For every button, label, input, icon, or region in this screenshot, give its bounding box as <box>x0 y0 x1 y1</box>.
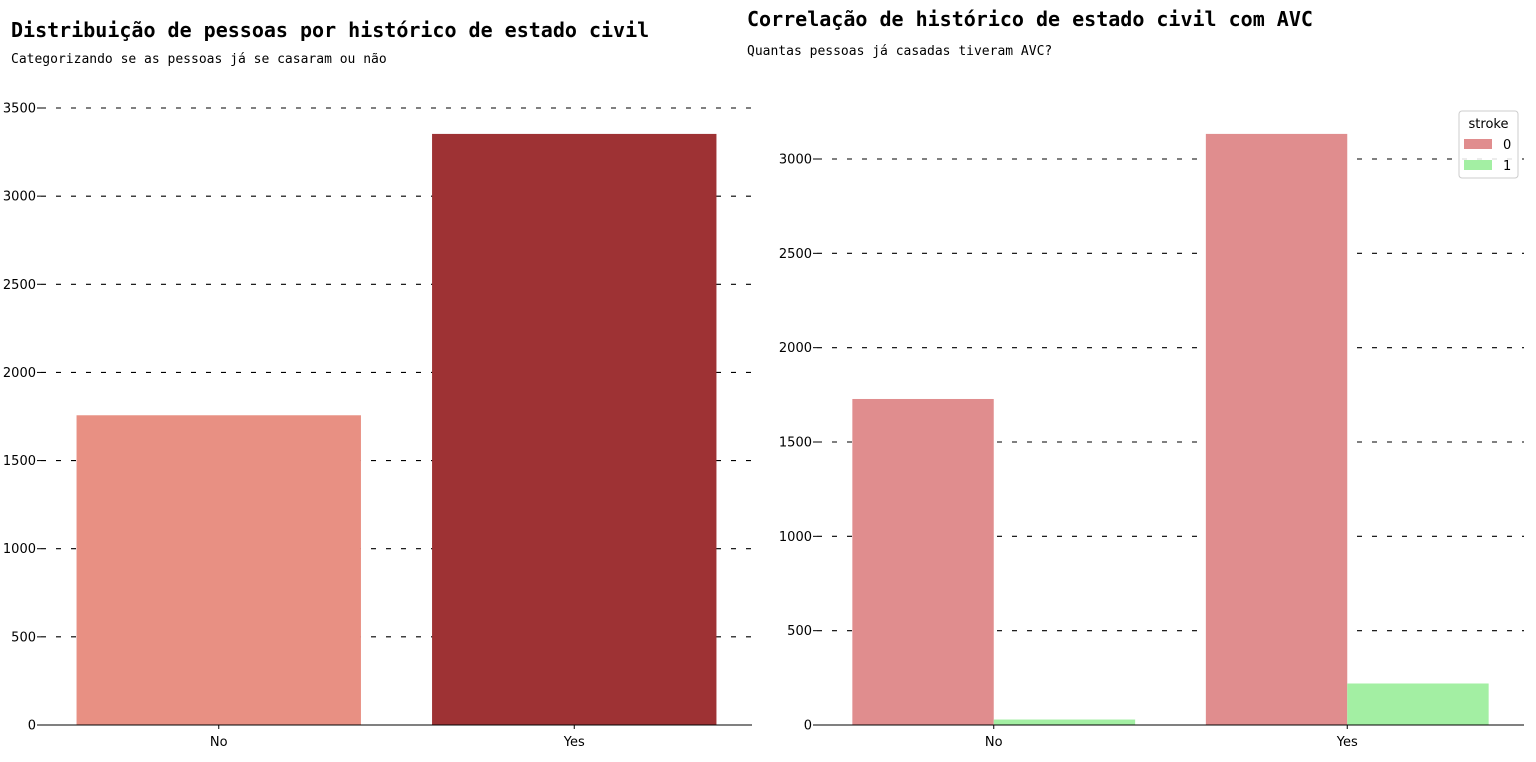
chart-2-xtick-label: Yes <box>1336 735 1358 750</box>
chart-1-ytick-label: 1000 <box>3 542 36 557</box>
chart-1-ytick-label: 0 <box>28 719 36 734</box>
legend-label-0: 0 <box>1503 138 1511 153</box>
chart-2-ytick-label: 2500 <box>779 247 812 262</box>
chart-1-subtitle: Categorizando se as pessoas já se casara… <box>11 52 387 67</box>
chart-1-ytick-label: 500 <box>11 630 36 645</box>
chart-2-bar-no-stroke-1 <box>993 719 1136 725</box>
chart-2-ytick-label: 1500 <box>779 436 812 451</box>
chart-1-ytick-label: 2500 <box>3 278 36 293</box>
chart-1-xtick-label: No <box>210 735 228 750</box>
chart-1-xtick-label: Yes <box>563 735 585 750</box>
chart-1-bar-yes <box>432 133 717 725</box>
chart-2-subtitle: Quantas pessoas já casadas tiveram AVC? <box>747 44 1053 59</box>
chart-1-ytick-label: 3000 <box>3 190 36 205</box>
chart-2-ytick-label: 0 <box>804 719 812 734</box>
chart-1-ytick-label: 3500 <box>3 102 36 117</box>
chart-2-title: Correlação de histórico de estado civil … <box>747 7 1313 31</box>
chart-1-title: Distribuição de pessoas por histórico de… <box>11 18 650 42</box>
chart-1-ytick-label: 1500 <box>3 454 36 469</box>
chart-2-ytick-label: 3000 <box>779 153 812 168</box>
chart-1-svg: 0 500 1000 1500 2000 2500 3000 3500 No Yes <box>3 102 752 750</box>
chart-2-bar-yes-stroke-1 <box>1347 683 1489 725</box>
chart-2-ytick-label: 2000 <box>779 341 812 356</box>
legend-title: stroke <box>1469 117 1509 132</box>
legend-swatch-0 <box>1464 139 1492 149</box>
chart-2-svg: 0 500 1000 1500 2000 2500 3000 No Yes stroke 0 1 <box>779 110 1524 750</box>
chart-1-bar-no <box>76 415 361 725</box>
legend-swatch-1 <box>1464 160 1492 170</box>
chart-2-ytick-label: 500 <box>787 624 812 639</box>
chart-2-ytick-label: 1000 <box>779 530 812 545</box>
chart-2-bar-yes-stroke-0 <box>1205 133 1348 725</box>
chart-2-xtick-label: No <box>985 735 1003 750</box>
chart-1-ytick-label: 2000 <box>3 366 36 381</box>
legend-label-1: 1 <box>1503 159 1511 174</box>
chart-2-bar-no-stroke-0 <box>852 398 994 725</box>
